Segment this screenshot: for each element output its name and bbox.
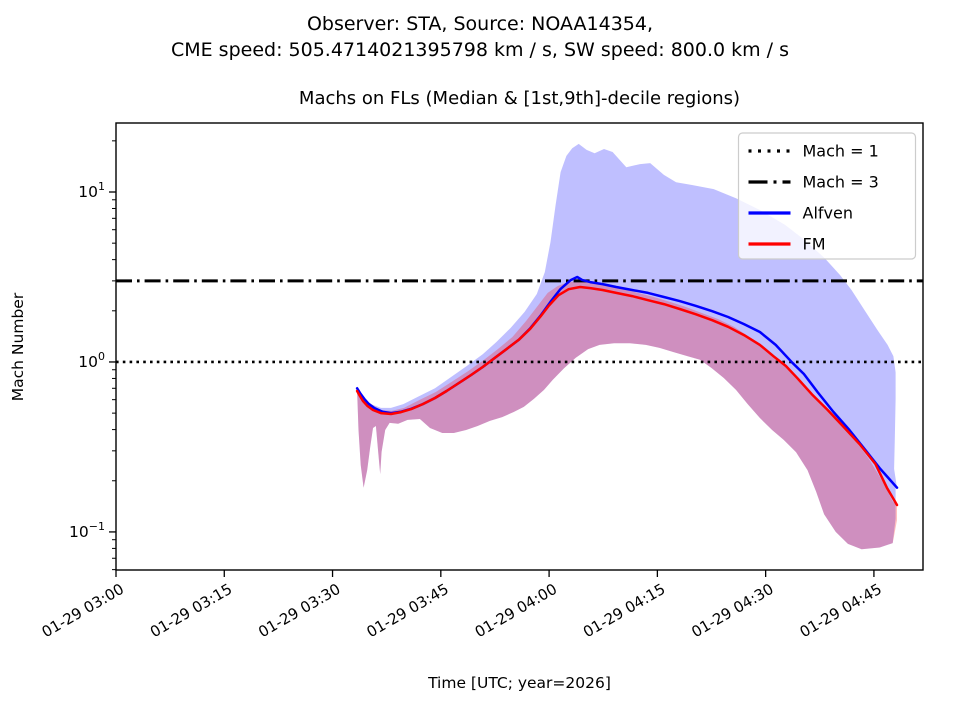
suptitle-line1: Observer: STA, Source: NOAA14354, [306, 13, 654, 35]
legend-label-mach-1: Mach = 1 [803, 142, 879, 161]
suptitle-line2: CME speed: 505.4714021395798 km / s, SW … [170, 39, 790, 61]
x-tick-label: 01-29 04:45 [797, 580, 885, 641]
figure-suptitle: Observer: STA, Source: NOAA14354, CME sp… [0, 11, 960, 63]
y-tick-label: 100 [78, 350, 105, 371]
x-tick-label: 01-29 03:15 [147, 580, 235, 641]
x-tick-label: 01-29 04:00 [472, 580, 560, 641]
x-tick-label: 01-29 04:15 [580, 580, 668, 641]
fm-median-line [355, 285, 899, 507]
x-tick-label: 01-29 03:30 [255, 580, 343, 641]
legend-label-mach-3: Mach = 3 [803, 173, 879, 192]
x-axis-label: Time [UTC; year=2026] [428, 674, 611, 692]
y-tick-label: 10−1 [69, 520, 105, 541]
legend-label-alfven: Alfven [803, 204, 853, 223]
x-tick-label: 01-29 03:00 [39, 580, 127, 641]
legend-label-fm: FM [803, 235, 826, 254]
x-tick-label: 01-29 04:30 [688, 580, 776, 641]
y-tick-label: 101 [78, 180, 105, 201]
axes-frame [115, 122, 924, 571]
x-tick-label: 01-29 03:45 [363, 580, 451, 641]
axes-title: Machs on FLs (Median & [1st,9th]-decile … [298, 88, 741, 109]
legend-box [737, 132, 917, 260]
